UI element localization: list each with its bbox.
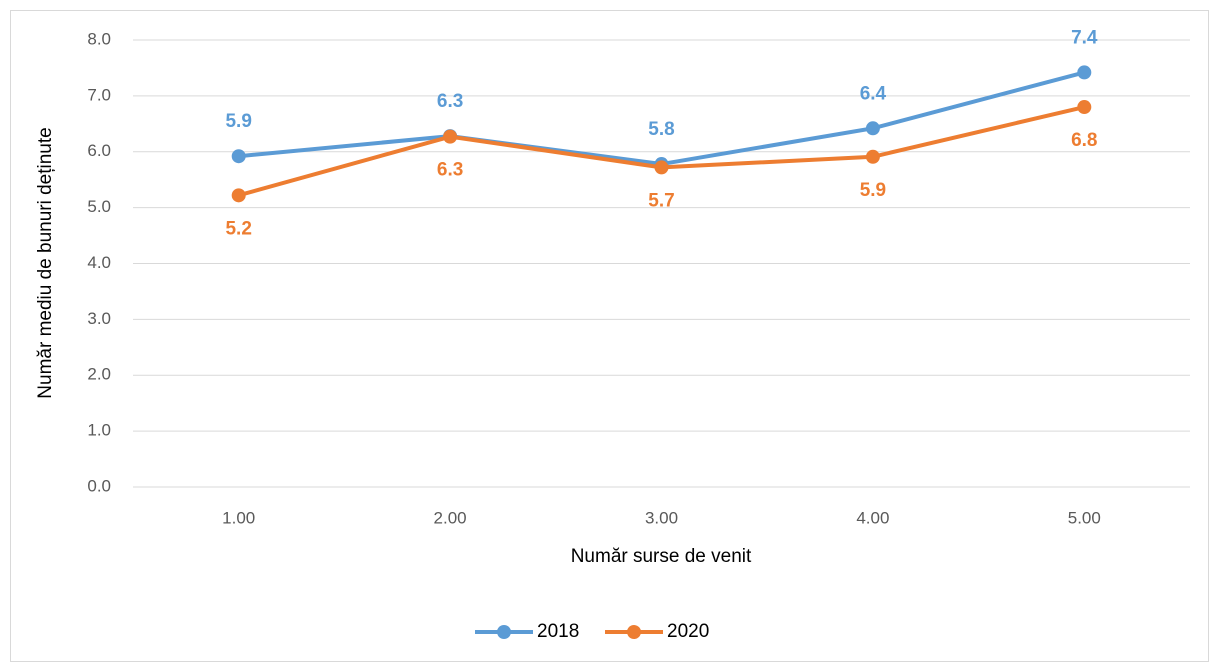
marker — [231, 149, 246, 164]
y-tick-label: 7.0 — [87, 85, 111, 104]
legend-marker — [497, 625, 511, 639]
legend-marker — [627, 625, 641, 639]
value-label: 5.9 — [225, 111, 251, 132]
x-tick-label: 1.00 — [222, 508, 255, 527]
y-tick-label: 5.0 — [87, 197, 111, 216]
value-label: 5.2 — [225, 218, 251, 239]
legend-label: 2020 — [667, 621, 709, 642]
x-tick-label: 2.00 — [434, 508, 467, 527]
value-label: 5.8 — [648, 119, 674, 140]
y-tick-label: 1.0 — [87, 421, 111, 440]
marker — [654, 160, 669, 175]
y-tick-label: 4.0 — [87, 253, 111, 272]
y-tick-label: 2.0 — [87, 365, 111, 384]
y-tick-label: 6.0 — [87, 141, 111, 160]
x-axis-title: Număr surse de venit — [571, 546, 752, 567]
value-label: 6.3 — [437, 160, 463, 181]
x-tick-label: 4.00 — [856, 508, 889, 527]
value-label: 7.4 — [1071, 27, 1098, 48]
value-label: 5.9 — [860, 180, 886, 201]
y-axis-title: Număr mediu de bunuri deținute — [35, 127, 56, 398]
y-tick-label: 3.0 — [87, 309, 111, 328]
x-tick-label: 3.00 — [645, 508, 678, 527]
value-label: 6.8 — [1071, 130, 1097, 151]
marker — [865, 149, 880, 164]
y-tick-label: 8.0 — [87, 29, 111, 48]
marker — [1077, 100, 1092, 115]
value-label: 5.7 — [648, 190, 674, 211]
legend-label: 2018 — [537, 621, 579, 642]
marker — [443, 129, 458, 144]
x-tick-label: 5.00 — [1068, 508, 1101, 527]
marker — [865, 121, 880, 136]
marker — [231, 188, 246, 203]
value-label: 6.3 — [437, 91, 463, 112]
value-label: 6.4 — [860, 83, 887, 104]
marker — [1077, 65, 1092, 80]
chart-border — [10, 10, 1209, 662]
y-tick-label: 0.0 — [87, 476, 111, 495]
